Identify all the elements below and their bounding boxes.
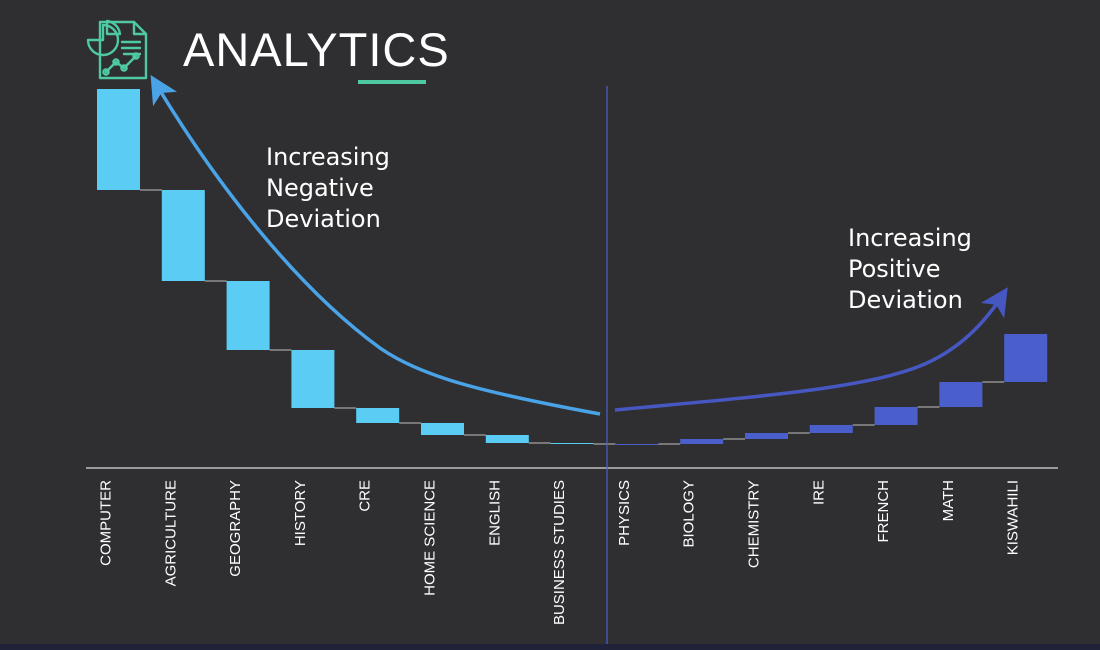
bar-agriculture: [161, 190, 205, 281]
tick-label-history: HISTORY: [292, 480, 309, 546]
bar-french: [874, 407, 918, 425]
bar-home-science: [421, 423, 464, 435]
negative-trend-arrow: [150, 75, 601, 416]
tick-label-english: ENGLISH: [486, 480, 503, 546]
bar-chemistry: [745, 433, 788, 439]
tick-label-ire: IRE: [810, 480, 827, 505]
tick-label-geography: GEOGRAPHY: [227, 480, 244, 577]
bar-business-studies: [550, 443, 594, 444]
bar-group: [97, 89, 1048, 445]
trend-arrows: [150, 75, 1008, 416]
positive-trend-arrow: [614, 287, 1008, 412]
connector-lines: [140, 189, 1005, 445]
tick-label-business-studies: BUSINESS STUDIES: [551, 480, 568, 625]
bar-computer: [97, 89, 140, 190]
tick-label-biology: BIOLOGY: [681, 480, 698, 548]
tick-label-cre: CRE: [357, 480, 374, 512]
bar-physics: [615, 444, 659, 445]
page-title: ANALYTICS: [183, 23, 450, 76]
bottom-strip: [0, 644, 1100, 650]
bar-biology: [680, 439, 724, 444]
bar-geography: [226, 281, 270, 350]
bar-english: [485, 435, 529, 443]
title-underline: [358, 80, 426, 84]
x-tick-labels: COMPUTER AGRICULTURE GEOGRAPHY HISTORY CRE HO…: [98, 480, 1022, 625]
tick-label-french: FRENCH: [875, 480, 892, 543]
bar-ire: [809, 425, 853, 433]
negative-deviation-annotation: Increasing Negative Deviation: [266, 143, 390, 233]
bar-history: [291, 350, 335, 408]
tick-label-agriculture: AGRICULTURE: [162, 480, 179, 586]
tick-label-home-science: HOME SCIENCE: [422, 480, 439, 596]
tick-label-kiswahili: KISWAHILI: [1005, 480, 1022, 555]
bar-cre: [356, 408, 400, 423]
tick-label-computer: COMPUTER: [98, 480, 115, 566]
tick-label-physics: PHYSICS: [616, 480, 633, 546]
bar-kiswahili: [1004, 334, 1048, 382]
report-analytics-icon: [84, 16, 152, 82]
tick-label-chemistry: CHEMISTRY: [746, 480, 763, 568]
tick-label-math: MATH: [940, 480, 957, 521]
positive-deviation-annotation: Increasing Positive Deviation: [848, 224, 972, 314]
bar-math: [939, 382, 983, 407]
